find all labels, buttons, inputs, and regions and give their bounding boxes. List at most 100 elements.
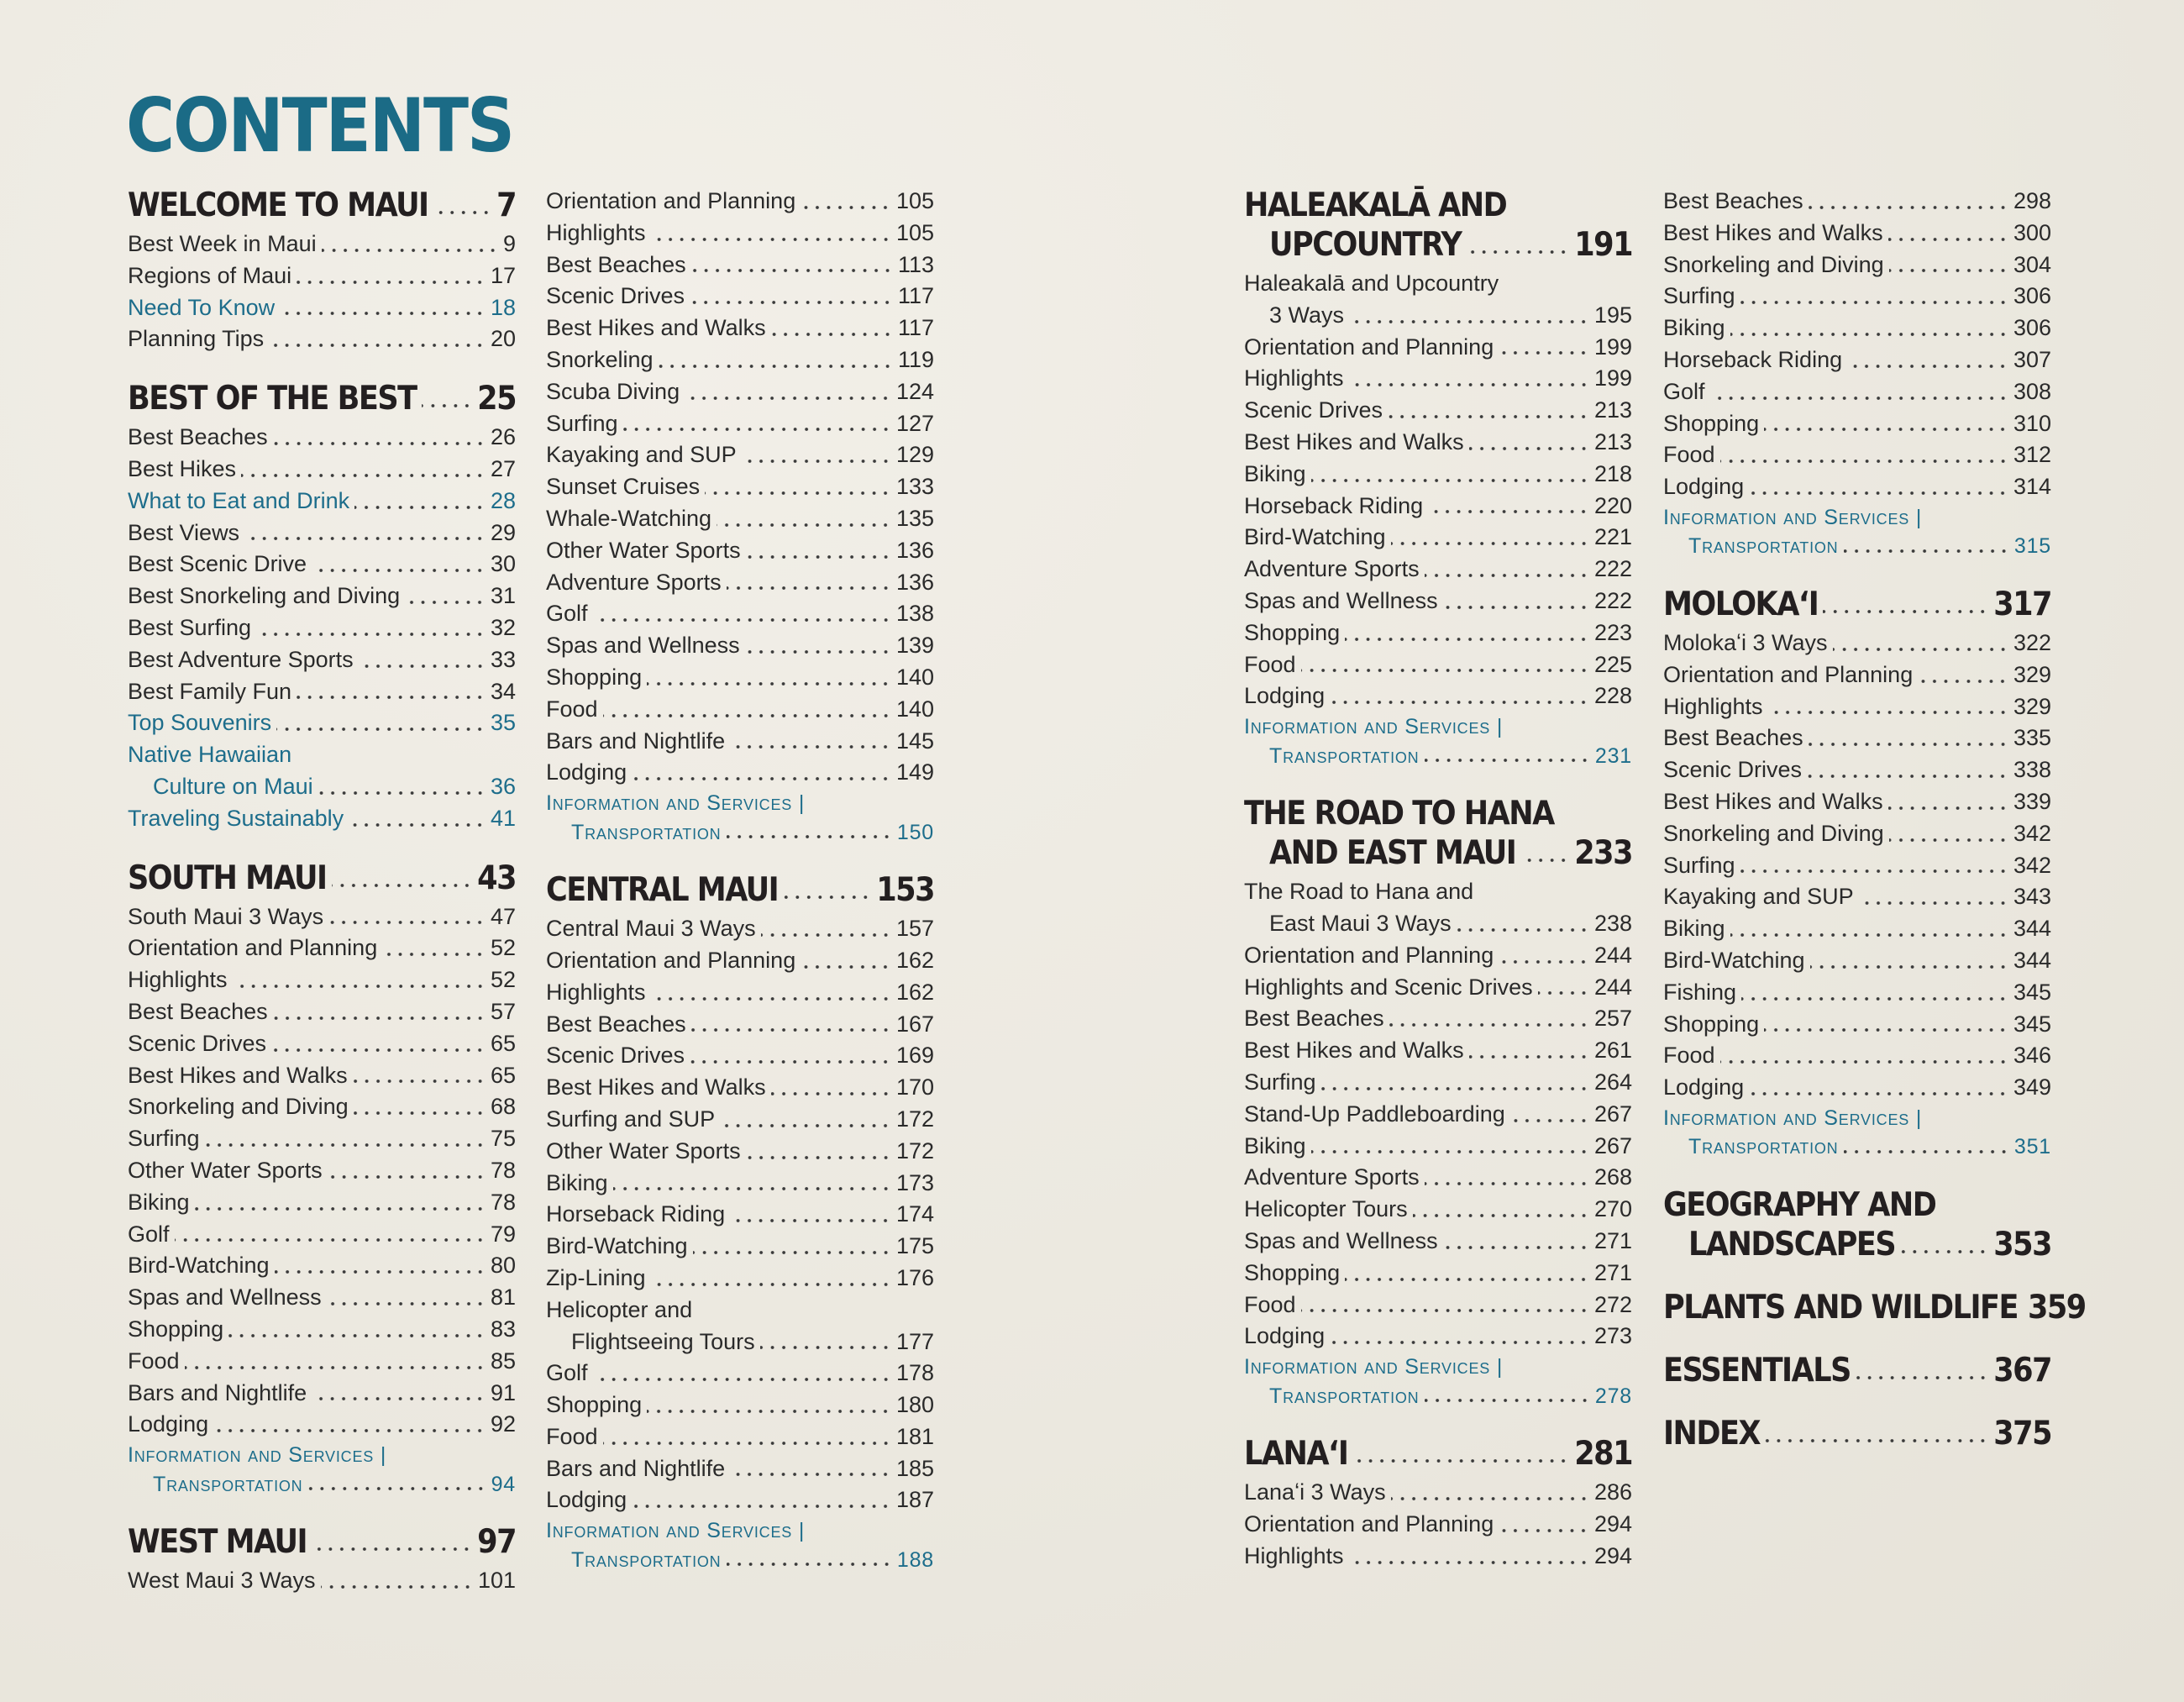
entry-text: Bird-Watching (128, 1253, 270, 1279)
heading-page: 233 (1574, 834, 1633, 873)
entry-line: Spas and Wellness 81 (128, 1282, 516, 1314)
leader-dots (690, 1027, 891, 1033)
entry-text: Best Beaches (1663, 725, 1803, 751)
entry-text: Best Hikes and Walks (128, 1062, 348, 1088)
toc-section: HALEAKALĀ AND UPCOUNTRY 191 Haleakalā and U… (1244, 186, 1633, 770)
entry-line: Biking 173 (546, 1168, 934, 1200)
leader-dots (1349, 318, 1589, 324)
entry-page: 83 (490, 1316, 516, 1342)
entry-text: Information and Services | (1663, 505, 1923, 529)
entry-line: Snorkeling and Diving 304 (1663, 250, 2051, 281)
leader-dots (1345, 636, 1589, 642)
leader-dots (1499, 350, 1589, 356)
entry-line: Bird-Watching 175 (546, 1231, 934, 1263)
entry-page: 344 (2013, 916, 2051, 942)
section-heading: CENTRAL MAUI 153 (546, 870, 935, 910)
entry-line: Transportation 315 (1663, 532, 2051, 561)
leader-dots (421, 403, 473, 409)
entry-text: Snorkeling and Diving (1663, 820, 1884, 846)
entry-line: Regions of Maui 17 (128, 260, 516, 292)
entry-line: Lodging 228 (1244, 680, 1632, 712)
entry-line: Scenic Drives 213 (1244, 395, 1632, 427)
entry-text: Highlights (128, 967, 228, 993)
entry-line: Horseback Riding 174 (546, 1199, 934, 1231)
entry-line: Snorkeling 119 (546, 344, 934, 376)
heading-page: 359 (2027, 1288, 2087, 1326)
entry-page: 35 (490, 710, 516, 736)
entry-text: Highlights (1244, 365, 1344, 391)
leader-dots (760, 932, 891, 938)
entry-page: 18 (490, 294, 516, 320)
entry-text: Stand-Up Paddleboarding (1244, 1101, 1505, 1127)
leader-dots (744, 649, 891, 654)
leader-dots (297, 279, 486, 285)
entry-line: Best Hikes and Walks 339 (1663, 786, 2051, 818)
entry-page: 222 (1593, 556, 1632, 582)
entry-text: Culture on Maui (153, 773, 313, 799)
entry-page: 52 (490, 935, 516, 961)
entry-text: Information and Services | (1244, 1355, 1504, 1379)
leader-dots (1730, 331, 2008, 337)
entry-text: East Maui 3 Ways (1269, 910, 1452, 936)
leader-dots (1330, 1340, 1589, 1346)
heading-line: CENTRAL MAUI 153 (546, 870, 935, 910)
entry-text: Other Water Sports (128, 1157, 323, 1183)
leader-dots (692, 1249, 891, 1255)
section-heading: GEOGRAPHY AND LANDSCAPES 353 (1663, 1185, 2052, 1264)
leader-dots (274, 1269, 486, 1275)
entry-line: Bird-Watching 80 (128, 1250, 516, 1282)
toc-column: Best Beaches 298 Best Hikes and Walks 300 Sn… (1663, 186, 2087, 1457)
entry-page: 119 (897, 346, 934, 372)
leader-dots (1740, 300, 2008, 306)
entry-text: Central Maui 3 Ways (546, 916, 756, 942)
entry-page: 310 (2013, 410, 2051, 436)
leader-dots (1888, 268, 2008, 274)
entry-text: Information and Services | (1663, 1106, 1923, 1130)
entry-line: Native Hawaiian (128, 739, 516, 771)
entry-line: Adventure Sports 222 (1244, 554, 1632, 586)
leader-dots (1808, 204, 2008, 210)
leader-dots (1468, 1053, 1589, 1059)
entry-page: 172 (895, 1137, 934, 1164)
entry-text: Biking (128, 1189, 190, 1215)
entry-text: Transportation (571, 820, 722, 844)
entry-page: 31 (490, 583, 516, 609)
entry-line: Bird-Watching 221 (1244, 522, 1632, 554)
entry-text: Horseback Riding (546, 1201, 726, 1227)
leader-dots (318, 790, 486, 796)
entry-text: Surfing (1663, 283, 1735, 309)
entry-line: Traveling Sustainably 41 (128, 803, 516, 835)
entry-line: Culture on Maui 36 (128, 771, 516, 803)
entry-page: 34 (490, 678, 516, 704)
entry-page: 65 (490, 1030, 516, 1056)
heading-text: CENTRAL MAUI (546, 871, 780, 910)
entry-line: Lodging 273 (1244, 1321, 1632, 1353)
heading-line: GEOGRAPHY AND (1663, 1185, 2051, 1225)
leader-dots (690, 1059, 891, 1065)
leader-dots (801, 204, 891, 210)
heading-line: HALEAKALĀ AND (1244, 186, 1632, 225)
entry-line: Adventure Sports 136 (546, 567, 934, 599)
entry-line: Whale-Watching 135 (546, 503, 934, 535)
entry-text: Bars and Nightlife (546, 1455, 726, 1481)
entry-line: Best Beaches 298 (1663, 186, 2051, 218)
entry-text: Scenic Drives (128, 1030, 267, 1056)
entry-text: Spas and Wellness (546, 633, 740, 659)
entry-text: Best Hikes and Walks (546, 1074, 766, 1101)
entry-line: Best Family Fun 34 (128, 676, 516, 708)
entry-line: Surfing 127 (546, 408, 934, 440)
entry-page: 149 (895, 759, 934, 785)
entry-page: 294 (1593, 1510, 1632, 1537)
leader-dots (1887, 805, 2008, 811)
entry-page: 68 (490, 1094, 516, 1120)
entry-text: Best Hikes and Walks (546, 315, 766, 341)
heading-text: INDEX (1663, 1414, 1761, 1452)
entry-line: Zip-Lining 176 (546, 1263, 934, 1295)
entry-text: Bird-Watching (1663, 947, 1805, 973)
leader-dots (327, 1174, 486, 1179)
leader-dots (194, 1206, 486, 1211)
entry-text: Top Souvenirs (128, 710, 272, 736)
entry-line: Shopping 83 (128, 1314, 516, 1346)
entry-page: 298 (2013, 188, 2051, 213)
leader-dots (1858, 901, 2008, 906)
